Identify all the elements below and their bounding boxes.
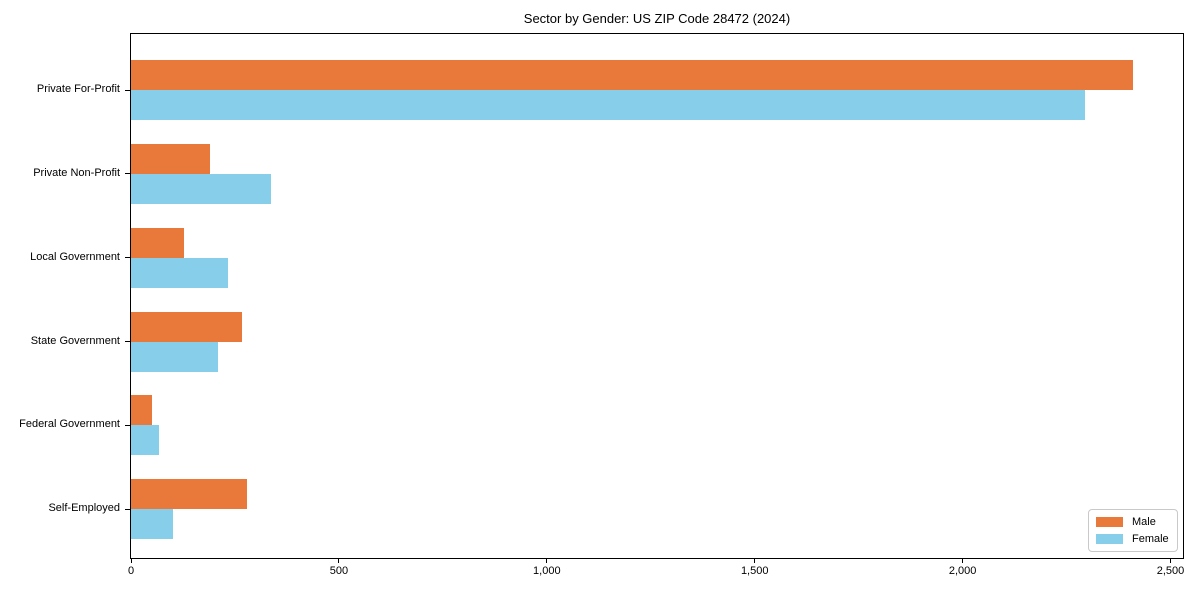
legend-label: Male [1132,516,1156,528]
y-tick-label: Self-Employed [48,502,120,515]
y-tick-mark [125,257,130,259]
bar-female-2 [131,257,229,288]
y-tick-label: Private For-Profit [36,83,120,95]
chart-title: Sector by Gender: US ZIP Code 28472 (202… [523,11,791,26]
x-tick-label: 2,000 [948,565,977,577]
bar-male-2 [131,227,184,258]
y-tick-mark [125,424,130,426]
y-tick-mark [125,508,130,510]
legend-item-male: Male [1096,516,1170,528]
plot-area [130,33,1184,559]
legend-item-female: Female [1096,533,1170,545]
legend: Male Female [1088,509,1178,552]
x-tick-mark [338,559,340,563]
y-tick-label: Local Government [30,250,120,263]
bar-male-1 [131,143,210,174]
x-tick-label: 0 [127,565,135,577]
x-tick-label: 1,000 [533,565,561,577]
y-tick-mark [125,341,130,343]
y-tick-label: State Government [30,334,120,347]
legend-label: Female [1132,533,1169,545]
legend-swatch-female [1096,534,1123,544]
y-tick-mark [125,89,130,91]
x-tick-mark [962,559,964,563]
x-tick-mark [130,559,132,563]
bar-male-5 [131,479,248,510]
x-tick-mark [546,559,548,563]
x-tick-label: 500 [329,565,349,577]
y-tick-mark [125,173,130,175]
bar-female-3 [131,341,219,372]
bar-male-3 [131,311,243,342]
bar-female-4 [131,425,160,456]
bar-male-4 [131,395,152,426]
x-tick-mark [1170,559,1172,563]
x-tick-label: 2,500 [1156,565,1185,577]
bar-male-0 [131,60,1134,90]
bar-female-1 [131,173,271,204]
legend-swatch-male [1096,517,1123,527]
y-tick-label: Private Non-Profit [33,166,120,179]
bar-female-0 [131,90,1086,120]
y-tick-label: Federal Government [19,418,120,431]
x-tick-mark [754,559,756,563]
bar-female-5 [131,509,173,540]
x-tick-label: 1,500 [740,565,769,577]
